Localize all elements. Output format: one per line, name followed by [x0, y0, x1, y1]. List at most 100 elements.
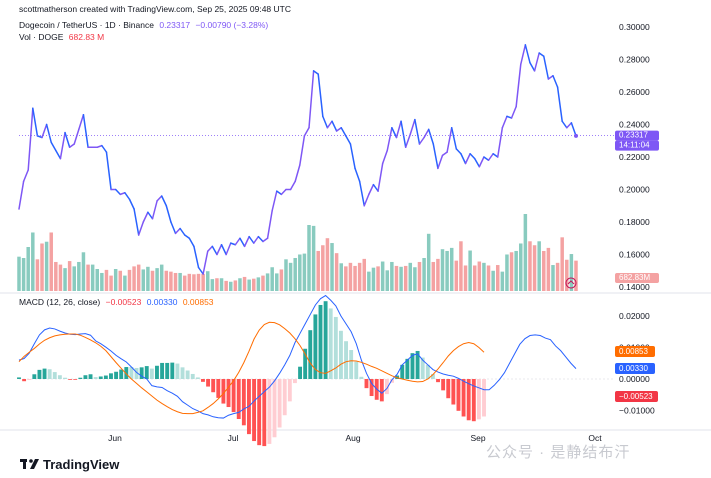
macd-histogram-bar — [170, 362, 175, 379]
volume-bar — [44, 241, 49, 291]
volume-bar — [357, 262, 362, 291]
price-line-segment — [32, 107, 39, 137]
price-line-segment — [524, 44, 531, 64]
volume-bar — [81, 252, 86, 291]
price-line-segment — [59, 131, 66, 160]
price-axis-tick: 0.18000 — [619, 217, 650, 227]
price-line-segment — [137, 221, 145, 236]
macd-histogram-bar — [451, 379, 456, 405]
price-line-segment — [101, 144, 108, 153]
volume-bar — [426, 233, 431, 291]
volume-bar — [362, 258, 366, 291]
volume-bar — [247, 279, 251, 291]
price-line-segment — [183, 234, 191, 239]
price-line-segment — [552, 75, 559, 88]
volume-bar — [132, 266, 136, 291]
price-line-segment — [395, 120, 402, 139]
macd-histogram-bar — [236, 379, 241, 420]
price-line-segment — [538, 52, 545, 57]
price-line-segment — [78, 114, 85, 131]
volume-bar — [159, 264, 164, 291]
macd-histogram-bar — [175, 363, 180, 379]
tradingview-brand-name: TradingView — [43, 457, 120, 472]
volume-bar — [164, 270, 169, 291]
price-line-segment — [501, 115, 508, 129]
price-line-segment — [50, 141, 57, 152]
macd-histogram-bar — [318, 304, 323, 379]
volume-bar — [72, 266, 76, 291]
volume-bar — [574, 260, 578, 291]
price-line-segment — [271, 190, 278, 212]
volume-bar — [316, 250, 320, 291]
price-line-segment — [133, 208, 140, 236]
volume-bar — [279, 269, 284, 291]
macd-histogram-bar — [144, 366, 149, 379]
macd-histogram-bar — [344, 341, 348, 379]
volume-bar — [367, 271, 371, 291]
volume-bar — [376, 266, 380, 291]
volume-bar — [468, 250, 472, 291]
price-line-segment — [326, 120, 333, 129]
volume-bar — [542, 250, 546, 291]
volume-bar — [205, 271, 210, 291]
price-line-segment — [349, 143, 356, 170]
macd-histogram-bar — [390, 379, 394, 383]
volume-bar — [63, 268, 67, 291]
price-line-segment — [262, 237, 269, 243]
macd-line-badge-bg — [615, 363, 655, 374]
macd-histogram-bar — [476, 379, 481, 420]
price-line-segment — [404, 133, 412, 148]
volume-bar — [86, 264, 90, 291]
price-line-segment — [520, 44, 527, 66]
price-axis-tick: 0.26000 — [619, 87, 650, 97]
volume-legend: Vol · DOGE 682.83 M — [19, 32, 107, 42]
price-line-segment — [41, 123, 48, 139]
price-line-segment — [358, 180, 365, 207]
price-line-segment — [248, 235, 255, 244]
volume-bar — [113, 269, 118, 291]
macd-histogram-bar — [98, 376, 103, 379]
volume-bar — [210, 279, 215, 291]
volume-bar — [500, 271, 505, 291]
created-by-text: scottmatherson created with TradingView.… — [19, 4, 291, 14]
price-line-segment — [464, 153, 471, 165]
macd-histogram-bar — [262, 379, 267, 447]
volume-bar — [385, 270, 390, 291]
volume-bar — [178, 272, 182, 291]
volume-bar — [256, 277, 261, 291]
price-line-segment — [266, 209, 273, 239]
macd-histogram-bar — [119, 369, 124, 379]
price-line-segment — [147, 211, 154, 220]
price-line-segment — [450, 127, 458, 150]
macd-signal-badge: 0.00853 — [619, 347, 648, 356]
macd-line — [18, 294, 577, 419]
macd-histogram-bar — [446, 379, 451, 399]
price-line-segment — [354, 167, 361, 183]
volume-bar — [523, 214, 528, 291]
volume-bar — [261, 275, 265, 291]
volume-bar — [238, 278, 242, 291]
volume-bar — [182, 275, 187, 291]
volume-bar — [146, 266, 150, 291]
price-line-segment — [391, 127, 398, 139]
volume-bar — [90, 264, 95, 291]
time-axis-tick: Sep — [470, 433, 485, 443]
macd-histogram-bar — [461, 379, 466, 417]
price-line-segment — [561, 120, 568, 129]
volume-bar — [192, 274, 196, 291]
price-line-segment — [206, 245, 214, 252]
price-line-segment — [128, 198, 135, 210]
volume-bar — [219, 278, 224, 291]
macd-histogram-bar — [32, 374, 37, 379]
macd-histogram-bar — [73, 379, 78, 380]
volume-bar — [477, 261, 482, 291]
macd-histogram-bar — [430, 373, 435, 379]
vol-value-label: 682.83 M — [68, 32, 105, 42]
macd-histogram-bar — [93, 377, 98, 379]
price-axis-tick: 0.24000 — [619, 120, 650, 130]
volume-badge-bg — [615, 273, 659, 283]
volume-bar — [440, 249, 445, 291]
volume-bar — [514, 250, 518, 291]
volume-bar — [505, 254, 509, 291]
price-line-segment — [253, 235, 260, 244]
